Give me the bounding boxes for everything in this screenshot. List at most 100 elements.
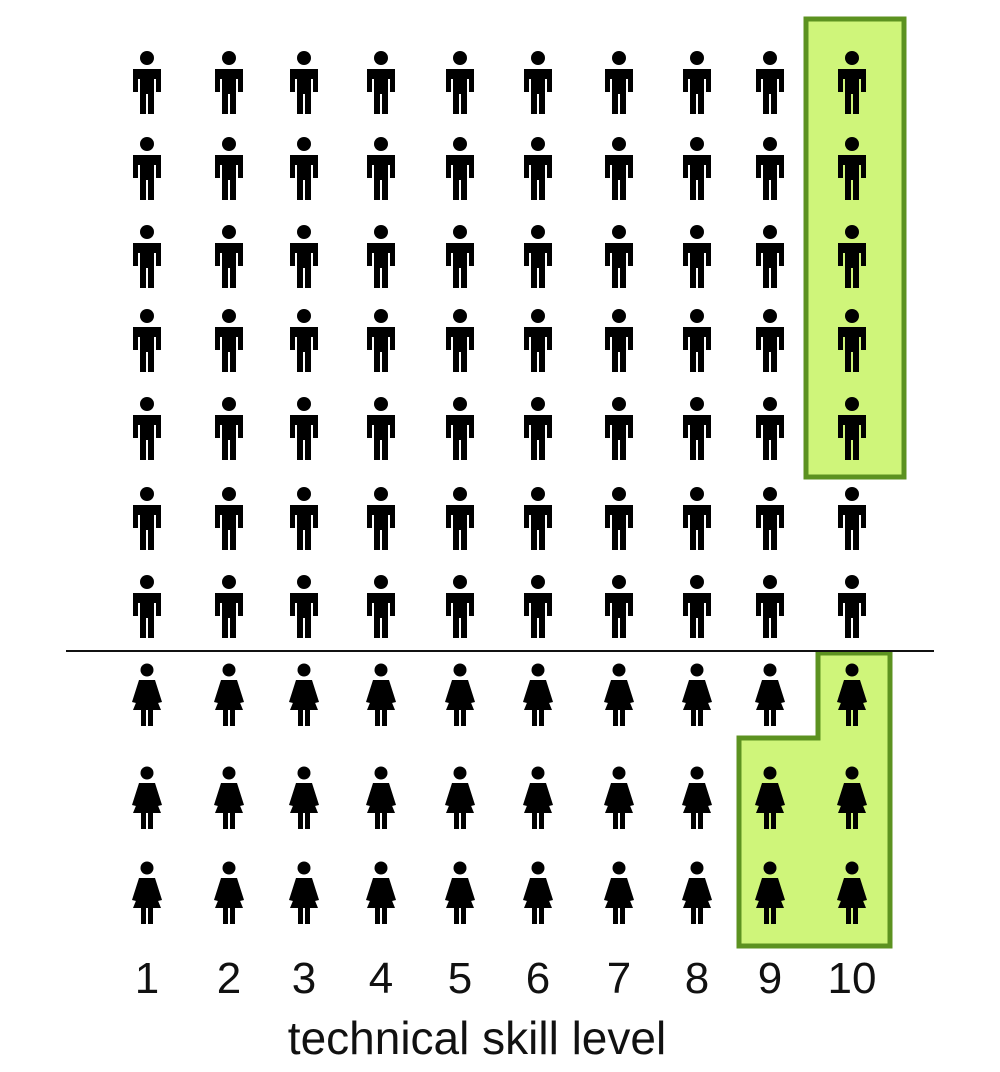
woman-icon bbox=[682, 766, 712, 829]
woman-icon bbox=[289, 861, 319, 924]
man-icon bbox=[446, 137, 474, 200]
man-icon bbox=[683, 397, 711, 460]
tick-label: 4 bbox=[369, 954, 393, 1003]
woman-icon bbox=[604, 861, 634, 924]
man-icon bbox=[367, 487, 395, 550]
tick-labels: 1 2 3 4 5 6 7 8 9 10 bbox=[135, 954, 877, 1003]
woman-icon bbox=[445, 663, 475, 726]
man-icon bbox=[838, 575, 866, 638]
man-icon bbox=[605, 137, 633, 200]
man-icon bbox=[367, 309, 395, 372]
man-icon bbox=[683, 575, 711, 638]
man-icon bbox=[215, 309, 243, 372]
man-icon bbox=[446, 51, 474, 114]
tick-label: 2 bbox=[217, 954, 241, 1003]
man-icon bbox=[215, 137, 243, 200]
man-icon bbox=[524, 137, 552, 200]
woman-icon bbox=[523, 663, 553, 726]
woman-icon bbox=[214, 663, 244, 726]
man-icon bbox=[367, 575, 395, 638]
woman-icon bbox=[445, 766, 475, 829]
man-icon bbox=[524, 575, 552, 638]
man-icon bbox=[290, 575, 318, 638]
man-icon bbox=[290, 487, 318, 550]
man-icon bbox=[215, 397, 243, 460]
man-icon bbox=[290, 137, 318, 200]
man-icon bbox=[756, 225, 784, 288]
man-icon bbox=[756, 51, 784, 114]
tick-label: 9 bbox=[758, 954, 782, 1003]
man-icon bbox=[524, 309, 552, 372]
woman-icon bbox=[366, 663, 396, 726]
man-icon bbox=[133, 309, 161, 372]
man-icon bbox=[756, 487, 784, 550]
man-icon bbox=[215, 225, 243, 288]
man-icon bbox=[215, 51, 243, 114]
man-icon bbox=[683, 487, 711, 550]
man-icon bbox=[446, 575, 474, 638]
man-icon bbox=[838, 487, 866, 550]
woman-icon bbox=[682, 861, 712, 924]
man-icon bbox=[524, 397, 552, 460]
axis-title: technical skill level bbox=[288, 1012, 666, 1064]
man-icon bbox=[524, 51, 552, 114]
man-icon bbox=[290, 397, 318, 460]
man-icon bbox=[215, 575, 243, 638]
tick-label: 8 bbox=[685, 954, 709, 1003]
woman-icon bbox=[682, 663, 712, 726]
man-icon bbox=[605, 397, 633, 460]
man-icon bbox=[133, 137, 161, 200]
man-icon bbox=[367, 397, 395, 460]
man-icon bbox=[756, 575, 784, 638]
man-icon bbox=[683, 225, 711, 288]
woman-icon bbox=[214, 861, 244, 924]
woman-icon bbox=[132, 861, 162, 924]
man-icon bbox=[756, 137, 784, 200]
man-icon bbox=[133, 397, 161, 460]
man-icon bbox=[133, 487, 161, 550]
woman-icon bbox=[523, 766, 553, 829]
man-icon bbox=[446, 397, 474, 460]
man-icon bbox=[367, 225, 395, 288]
tick-label: 5 bbox=[448, 954, 472, 1003]
woman-icon bbox=[289, 663, 319, 726]
woman-icon bbox=[366, 766, 396, 829]
man-icon bbox=[133, 225, 161, 288]
man-icon bbox=[756, 309, 784, 372]
man-icon bbox=[446, 487, 474, 550]
man-icon bbox=[133, 51, 161, 114]
woman-icon bbox=[366, 861, 396, 924]
man-icon bbox=[605, 225, 633, 288]
woman-icon bbox=[132, 663, 162, 726]
man-icon bbox=[605, 575, 633, 638]
man-icon bbox=[683, 309, 711, 372]
man-icon bbox=[290, 51, 318, 114]
man-icon bbox=[446, 309, 474, 372]
woman-icon bbox=[604, 663, 634, 726]
tick-label: 7 bbox=[607, 954, 631, 1003]
man-icon bbox=[756, 397, 784, 460]
man-icon bbox=[367, 51, 395, 114]
man-icon bbox=[524, 487, 552, 550]
woman-icon bbox=[755, 663, 785, 726]
woman-icon bbox=[132, 766, 162, 829]
tick-label: 1 bbox=[135, 954, 159, 1003]
man-icon bbox=[605, 51, 633, 114]
man-icon bbox=[524, 225, 552, 288]
man-icon bbox=[605, 309, 633, 372]
tick-label: 3 bbox=[292, 954, 316, 1003]
woman-icon bbox=[523, 861, 553, 924]
woman-icon bbox=[289, 766, 319, 829]
man-icon bbox=[133, 575, 161, 638]
man-icon bbox=[215, 487, 243, 550]
woman-icon bbox=[445, 861, 475, 924]
men-icon-grid bbox=[133, 51, 866, 638]
woman-icon bbox=[604, 766, 634, 829]
tick-label: 10 bbox=[828, 954, 877, 1003]
man-icon bbox=[446, 225, 474, 288]
man-icon bbox=[605, 487, 633, 550]
man-icon bbox=[683, 51, 711, 114]
man-icon bbox=[290, 225, 318, 288]
woman-icon bbox=[214, 766, 244, 829]
